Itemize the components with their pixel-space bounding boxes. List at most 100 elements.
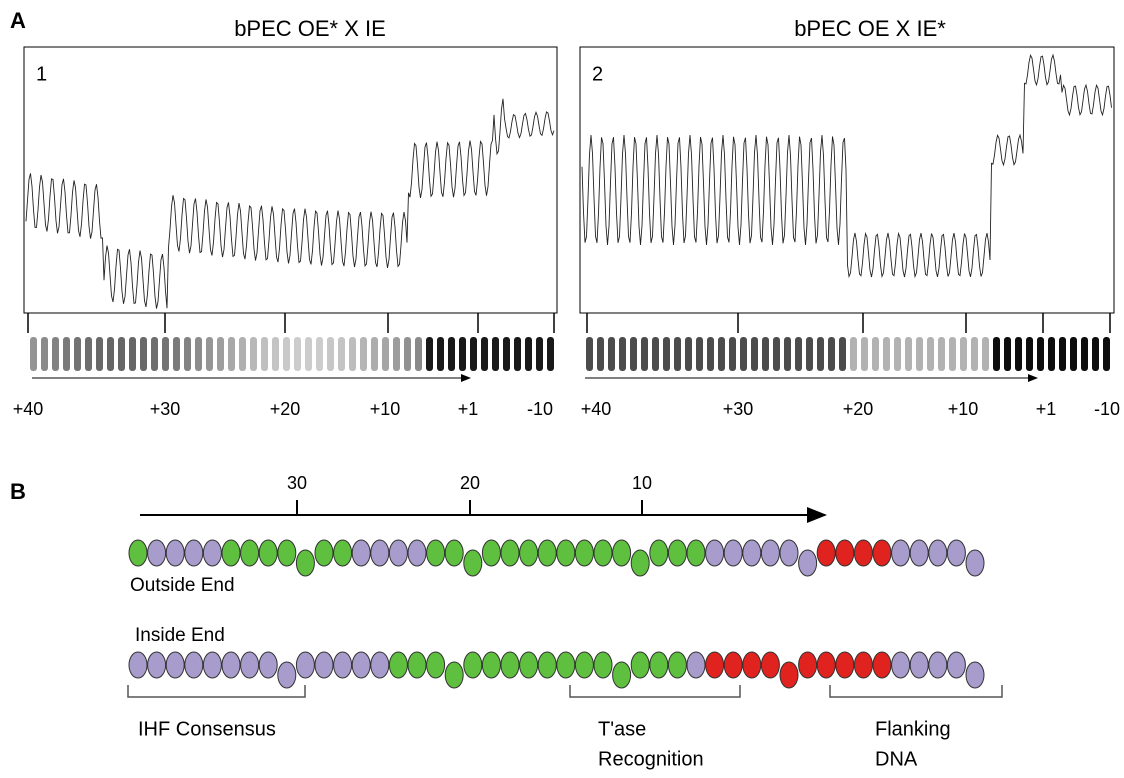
base-pair [407,539,427,567]
region-label: T'ase [598,718,646,740]
trace [581,53,1112,279]
gel-band [503,337,510,371]
gel-band [806,337,813,371]
gel-band [404,337,411,371]
gel-band [294,337,301,371]
base-pair [426,539,446,567]
base-pair [630,549,650,577]
gel-band [162,337,169,371]
gel-band [107,337,114,371]
gel-band [839,337,846,371]
gel-band [1059,337,1066,371]
gel-band [96,337,103,371]
base-pair [519,651,539,679]
gel-band [784,337,791,371]
gel-band [30,337,37,371]
base-pair [128,651,148,679]
base-pair [835,651,855,679]
gel-band [437,337,444,371]
gel-band [597,337,604,371]
gel-band [316,337,323,371]
gel-band [525,337,532,371]
gel-band [1070,337,1077,371]
bracket [127,685,306,698]
gel-band [382,337,389,371]
base-pair [370,539,390,567]
gel-band [151,337,158,371]
gel-band [41,337,48,371]
gel-band [674,337,681,371]
base-pair [277,661,297,689]
gel-band [872,337,879,371]
gel-band [828,337,835,371]
base-pair [909,539,929,567]
position-label: +30 [723,399,754,419]
base-pair [965,549,985,577]
base-pair [779,539,799,567]
gel-band [630,337,637,371]
base-pair [370,651,390,679]
base-pair [258,651,278,679]
base-pair [128,539,148,567]
base-pair [165,651,185,679]
gel-band [481,337,488,371]
position-label: +10 [948,399,979,419]
base-pair [556,651,576,679]
gel-band [470,337,477,371]
base-pair [686,539,706,567]
base-pair [240,651,260,679]
region-label: IHF Consensus [138,718,276,740]
base-pair [723,651,743,679]
base-pair [444,661,464,689]
gel-band [652,337,659,371]
base-pair [519,539,539,567]
gel-band [663,337,670,371]
base-pair [853,651,873,679]
gel-band [916,337,923,371]
base-pair [835,539,855,567]
gel-band [459,337,466,371]
gel-band [547,337,554,371]
base-pair [872,651,892,679]
position-label: +20 [843,399,874,419]
region-label: Flanking [875,718,951,740]
base-pair [240,539,260,567]
gel-band [1103,337,1110,371]
base-pair [351,539,371,567]
gel-band [850,337,857,371]
base-pair [574,651,594,679]
base-pair [946,539,966,567]
gel-band [536,337,543,371]
base-pair [500,539,520,567]
position-label: -10 [527,399,553,419]
strand-label: Outside End [130,575,235,596]
base-pair [593,651,613,679]
gel-band [949,337,956,371]
gel-band [718,337,725,371]
base-pair [221,651,241,679]
base-pair [649,539,669,567]
panel-label: A [10,8,26,33]
plot-title: bPEC OE* X IE [234,16,386,41]
base-pair [556,539,576,567]
base-pair [723,539,743,567]
gel-band [63,337,70,371]
scale-label: 10 [632,473,652,493]
panel-b: B 30 20 10 Outside End Inside End IHF Consens… [10,473,1003,770]
bracket [569,685,741,698]
base-pair [221,539,241,567]
position-label: -10 [1094,399,1120,419]
gel-band [338,337,345,371]
gel-band [74,337,81,371]
panel-a: A bPEC OE* X IE 1 +40 +30 +20 +10 +1 -10 bPEC OE… [10,8,1120,419]
gel-band [448,337,455,371]
gel-band [1081,337,1088,371]
gel-band [1026,337,1033,371]
base-pair [314,651,334,679]
base-pair [463,549,483,577]
position-label: +30 [150,399,181,419]
gel-band [272,337,279,371]
bracket [829,685,1003,698]
base-pair [537,651,557,679]
base-pair [593,539,613,567]
